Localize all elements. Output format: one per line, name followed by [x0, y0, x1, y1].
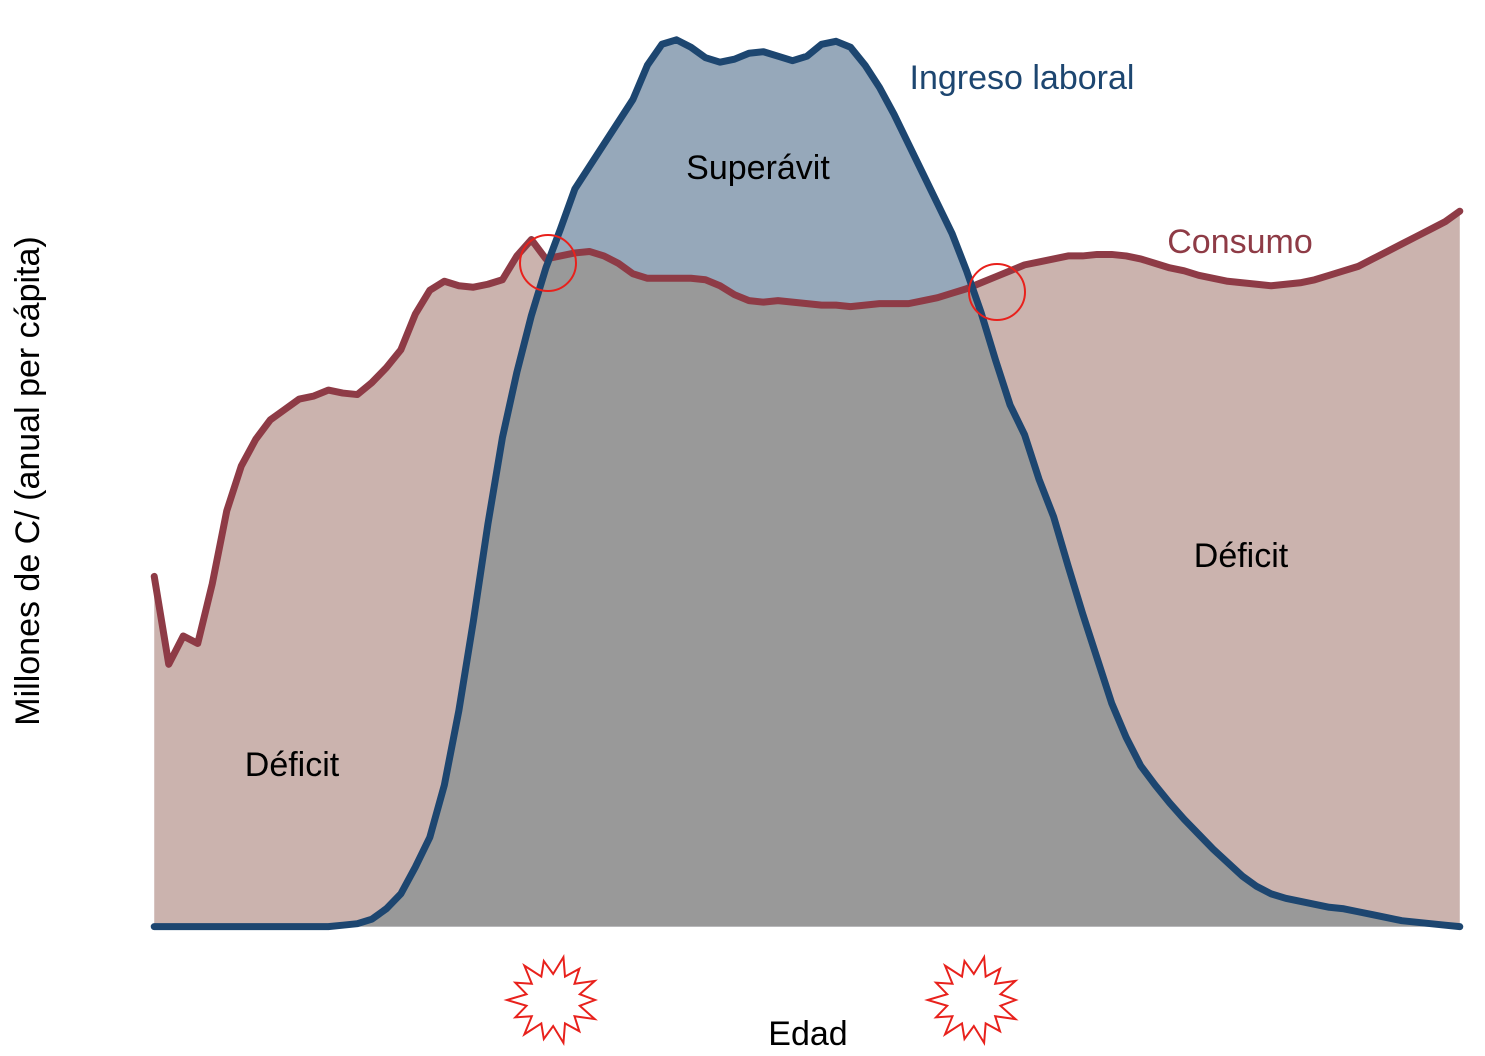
y-axis-label: Millones de C/ (anual per cápita)	[9, 236, 47, 725]
overlap-area	[154, 211, 1460, 927]
line	[150, 207, 1464, 668]
annotation: Déficit	[1194, 537, 1289, 575]
series-label: Consumo	[1167, 223, 1313, 261]
annotation: Superávit	[686, 149, 830, 187]
series-label: Ingreso laboral	[910, 59, 1135, 97]
starburst	[503, 953, 598, 1047]
highlight-circle	[519, 234, 577, 292]
starburst	[924, 953, 1019, 1047]
x-axis-label: Edad	[768, 1015, 847, 1053]
highlight-circle	[968, 263, 1026, 321]
annotation: Déficit	[245, 746, 340, 784]
line	[150, 36, 1464, 931]
